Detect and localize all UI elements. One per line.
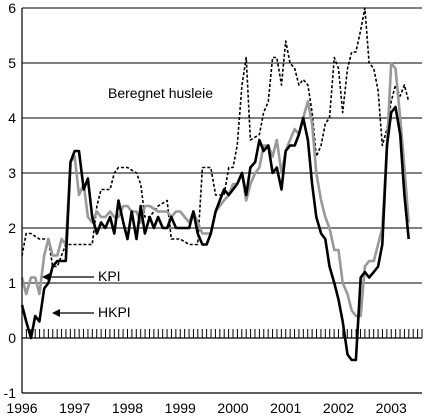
y-tick-label: 2	[8, 220, 16, 236]
series-line-beregnet-husleie	[21, 7, 410, 268]
x-tick-label: 2000	[217, 400, 248, 416]
series-layer	[20, 7, 410, 362]
y-tick-label: 3	[8, 165, 16, 181]
x-tick-labels: 1996 1997 1998 1999 2000 2001 2002 2003	[6, 400, 407, 416]
y-tick-label: 6	[8, 0, 16, 16]
annotation-hkpi: HKPI	[98, 304, 131, 320]
y-tick-label: 5	[8, 55, 16, 71]
y-tick-label: 4	[8, 110, 16, 126]
y-tick-label: -1	[4, 385, 17, 401]
x-tick-label: 2002	[323, 400, 354, 416]
x-tick-label: 1997	[59, 400, 90, 416]
x-tick-label: 1996	[6, 400, 37, 416]
y-tick-label: 0	[8, 330, 16, 346]
arrow-kpi-head	[42, 273, 50, 281]
arrow-hkpi-head	[52, 309, 60, 317]
y-tick-labels: -1 0 1 2 3 4 5 6	[4, 0, 17, 401]
annotation-kpi: KPI	[98, 268, 121, 284]
x-tick-label: 1998	[112, 400, 143, 416]
series-line-hkpi	[20, 105, 410, 362]
x-tick-label: 2003	[376, 400, 407, 416]
y-tick-label: 1	[8, 275, 16, 291]
x-tick-label: 2001	[270, 400, 301, 416]
annotations: Beregnet husleie KPI HKPI	[42, 85, 213, 320]
zero-line-ticks	[21, 329, 423, 339]
axes	[21, 8, 422, 394]
x-tick-label: 1999	[165, 400, 196, 416]
gridlines	[22, 7, 422, 394]
annotation-beregnet-husleie: Beregnet husleie	[108, 85, 213, 101]
